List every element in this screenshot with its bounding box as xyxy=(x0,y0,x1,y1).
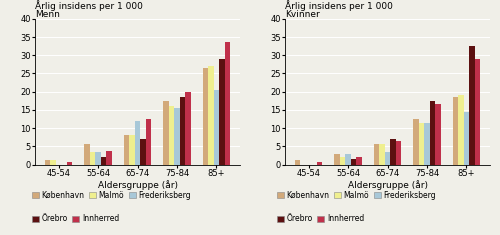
Bar xyxy=(351,159,356,164)
X-axis label: Aldersgruppe (år): Aldersgruppe (år) xyxy=(348,180,428,190)
Bar xyxy=(202,68,208,164)
Bar xyxy=(452,97,458,164)
Bar xyxy=(90,152,96,164)
X-axis label: Aldersgruppe (år): Aldersgruppe (år) xyxy=(98,180,178,190)
Bar xyxy=(214,90,219,164)
Bar xyxy=(458,95,464,164)
Bar xyxy=(374,145,379,164)
Bar xyxy=(418,123,424,164)
Bar xyxy=(146,119,152,164)
Bar xyxy=(424,123,430,164)
Bar xyxy=(45,160,51,164)
Bar xyxy=(67,162,72,164)
Bar xyxy=(469,46,474,164)
Bar xyxy=(134,121,140,164)
Text: Årlig insidens per 1 000: Årlig insidens per 1 000 xyxy=(285,0,393,11)
Bar xyxy=(106,151,112,164)
Bar xyxy=(413,119,418,164)
Bar xyxy=(334,154,340,164)
Bar xyxy=(396,141,402,164)
Bar xyxy=(84,145,90,164)
Legend: København, Malmö, Frederiksberg: København, Malmö, Frederiksberg xyxy=(274,188,439,203)
Bar xyxy=(185,92,190,164)
Text: Kvinner: Kvinner xyxy=(285,10,320,19)
Bar xyxy=(430,101,435,164)
Bar xyxy=(180,97,185,164)
Bar xyxy=(96,152,101,164)
Bar xyxy=(379,145,384,164)
Bar xyxy=(219,59,224,164)
Bar xyxy=(384,152,390,164)
Bar xyxy=(124,135,129,164)
Bar xyxy=(390,139,396,164)
Bar xyxy=(224,43,230,164)
Bar xyxy=(208,66,214,164)
Bar xyxy=(346,154,351,164)
Text: Årlig insidens per 1 000: Årlig insidens per 1 000 xyxy=(35,0,143,11)
Bar xyxy=(101,157,106,164)
Text: Menn: Menn xyxy=(35,10,60,19)
Bar xyxy=(356,157,362,164)
Bar xyxy=(317,162,322,164)
Bar xyxy=(168,106,174,164)
Bar xyxy=(140,139,146,164)
Bar xyxy=(464,112,469,164)
Bar xyxy=(129,135,134,164)
Legend: Örebro, Innherred: Örebro, Innherred xyxy=(29,211,122,227)
Bar xyxy=(474,59,480,164)
Bar xyxy=(435,104,440,164)
Bar xyxy=(174,108,180,164)
Legend: København, Malmö, Frederiksberg: København, Malmö, Frederiksberg xyxy=(29,188,194,203)
Legend: Örebro, Innherred: Örebro, Innherred xyxy=(274,211,367,227)
Bar xyxy=(340,157,345,164)
Bar xyxy=(50,160,56,164)
Bar xyxy=(163,101,168,164)
Bar xyxy=(295,160,300,164)
